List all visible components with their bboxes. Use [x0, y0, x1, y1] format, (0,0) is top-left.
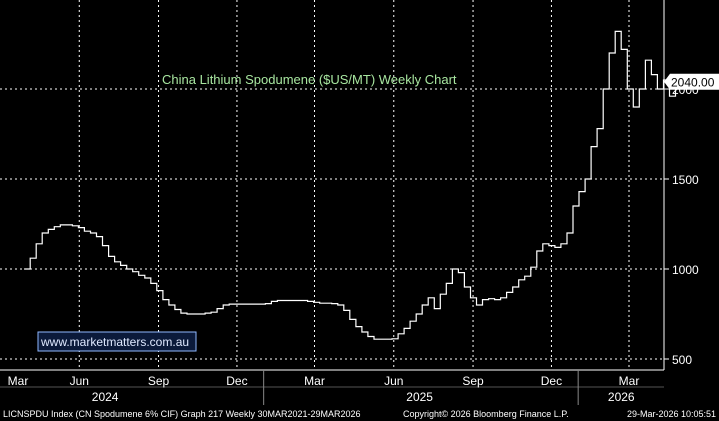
chart-title: China Lithium Spodumene ($US/MT) Weekly … [162, 72, 457, 87]
x-tick-label: Sep [462, 374, 484, 388]
year-label: 2026 [608, 390, 635, 404]
footer-timestamp: 29-Mar-2026 10:05:51 [627, 409, 716, 419]
footer-ticker-info: LICNSPDU Index (CN Spodumene 6% CIF) Gra… [3, 409, 361, 419]
x-tick-label: Mar [619, 374, 640, 388]
year-label: 2024 [92, 390, 119, 404]
watermark-box [37, 331, 197, 352]
last-value-badge-shape [664, 73, 719, 90]
x-tick-label: Jun [70, 374, 89, 388]
watermark: www.marketmatters.com.au [37, 331, 197, 352]
last-value-label: 2040.00 [671, 75, 715, 89]
price-series-line [24, 30, 677, 340]
year-label: 2025 [406, 390, 433, 404]
x-axis-ticks: Mar Jun Sep Dec Mar Jun Sep Dec Mar [8, 374, 640, 388]
x-tick-label: Dec [541, 374, 562, 388]
year-labels: 2024 2025 2026 [92, 390, 635, 404]
series-layer [24, 30, 677, 340]
x-tick-label: Sep [148, 374, 170, 388]
footer-copyright: Copyright© 2026 Bloomberg Finance L.P. [403, 409, 569, 419]
year-separators [263, 370, 579, 405]
last-value-badge: 2040.00 [664, 73, 719, 90]
x-tick-label: Dec [226, 374, 247, 388]
x-tick-label: Jun [384, 374, 403, 388]
watermark-text: www.marketmatters.com.au [40, 335, 189, 349]
y-tick-label: 1000 [672, 263, 699, 277]
x-tick-label: Mar [8, 374, 29, 388]
y-tick-label: 500 [672, 353, 692, 367]
x-tick-label: Mar [304, 374, 325, 388]
grid-lines [0, 0, 664, 370]
y-tick-label: 1500 [672, 173, 699, 187]
